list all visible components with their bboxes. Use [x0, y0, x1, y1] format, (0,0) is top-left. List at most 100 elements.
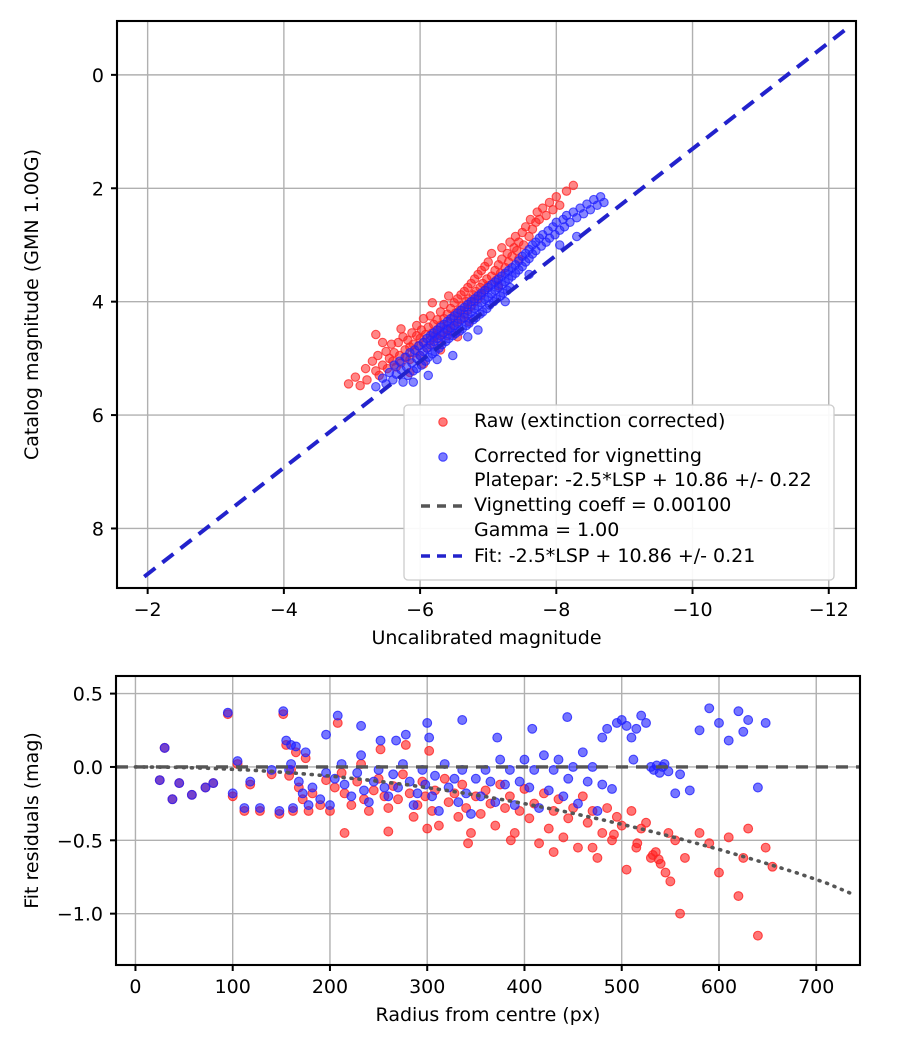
- data-point: [743, 715, 754, 725]
- data-point: [760, 842, 771, 853]
- data-point: [208, 778, 219, 789]
- y-tick-label: 8: [92, 518, 104, 540]
- data-point: [274, 806, 285, 816]
- legend-label-platepar-1: Platepar: -2.5*LSP + 10.86 +/- 0.22: [474, 469, 812, 491]
- data-point: [355, 380, 365, 391]
- data-point: [641, 817, 651, 828]
- data-point: [607, 784, 617, 794]
- bottom-plot-frame: [114, 674, 862, 967]
- data-point: [723, 735, 734, 746]
- data-point: [159, 742, 170, 753]
- data-point: [592, 852, 603, 863]
- data-point: [475, 808, 486, 819]
- data-point: [356, 750, 367, 761]
- data-point: [359, 785, 369, 796]
- data-point: [396, 324, 406, 334]
- data-point: [457, 715, 468, 725]
- data-point: [422, 823, 433, 834]
- data-point: [443, 797, 454, 808]
- data-point: [514, 776, 525, 787]
- data-point: [339, 828, 350, 838]
- legend[interactable]: Raw (extinction corrected) Corrected for …: [403, 404, 835, 581]
- top-scatter-points: [343, 180, 609, 392]
- data-point: [245, 776, 256, 787]
- data-point: [346, 800, 357, 811]
- top-plot-frame: [115, 19, 858, 590]
- y-tick-label: 0.0: [73, 757, 103, 779]
- data-point: [286, 759, 297, 769]
- data-point: [512, 245, 522, 256]
- x-tick-label: 0: [129, 976, 141, 998]
- bottom-y-axis-title: Fit residuals (mag): [21, 732, 43, 909]
- x-tick-label: −6: [406, 599, 434, 621]
- data-point: [694, 828, 705, 838]
- data-point: [352, 767, 363, 778]
- data-point: [563, 813, 574, 824]
- data-point: [371, 381, 381, 392]
- data-point: [430, 770, 440, 781]
- data-point: [592, 806, 603, 816]
- y-tick-label: 2: [92, 178, 104, 200]
- data-point: [534, 838, 545, 849]
- scatter-series-raw: [343, 180, 579, 391]
- data-point: [611, 811, 622, 822]
- data-point: [628, 754, 639, 765]
- data-point: [425, 311, 436, 321]
- x-tick-label: 100: [215, 976, 251, 998]
- data-point: [760, 717, 771, 728]
- data-point: [538, 750, 549, 761]
- data-point: [714, 717, 724, 728]
- legend-label-platepar-2: Vignetting coeff = 0.00100: [474, 494, 731, 516]
- data-point: [563, 773, 574, 784]
- data-point: [400, 729, 411, 740]
- data-point: [362, 375, 372, 385]
- data-point: [368, 785, 379, 796]
- data-point: [363, 806, 374, 816]
- data-point: [383, 826, 394, 837]
- data-point: [684, 785, 695, 796]
- legend-marker-corrected: [438, 452, 448, 462]
- data-point: [694, 725, 705, 736]
- data-point: [636, 710, 647, 721]
- data-point: [463, 332, 473, 342]
- data-point: [254, 803, 265, 813]
- data-point: [543, 823, 554, 834]
- data-point: [154, 775, 165, 786]
- data-point: [453, 811, 464, 822]
- data-point: [665, 876, 676, 887]
- data-point: [524, 813, 535, 824]
- data-point: [424, 745, 435, 756]
- y-tick-label: 0: [92, 65, 104, 87]
- data-point: [286, 739, 297, 750]
- x-tick-label: −10: [672, 599, 712, 621]
- data-point: [497, 243, 507, 253]
- x-tick-label: 600: [701, 976, 737, 998]
- data-point: [675, 769, 686, 780]
- data-point: [573, 842, 583, 853]
- data-point: [423, 370, 434, 381]
- data-point: [524, 782, 535, 793]
- data-point: [597, 828, 608, 838]
- data-point: [548, 764, 559, 775]
- data-point: [453, 797, 464, 808]
- data-point: [587, 761, 598, 772]
- data-point: [585, 205, 596, 215]
- data-point: [227, 788, 238, 799]
- data-point: [321, 729, 332, 740]
- data-point: [582, 817, 593, 828]
- bottom-scatter-points: [154, 703, 778, 941]
- data-point: [186, 789, 197, 800]
- data-point: [397, 769, 408, 780]
- x-tick-label: −8: [542, 599, 570, 621]
- data-point: [463, 838, 474, 849]
- data-point: [439, 299, 449, 310]
- data-point: [561, 186, 572, 196]
- data-point: [325, 800, 335, 811]
- legend-box: [403, 404, 835, 581]
- data-point: [375, 735, 386, 746]
- data-point: [466, 828, 476, 838]
- data-point: [360, 363, 371, 374]
- top-y-axis-title: Catalog magnitude (GMN 1.00G): [21, 149, 43, 460]
